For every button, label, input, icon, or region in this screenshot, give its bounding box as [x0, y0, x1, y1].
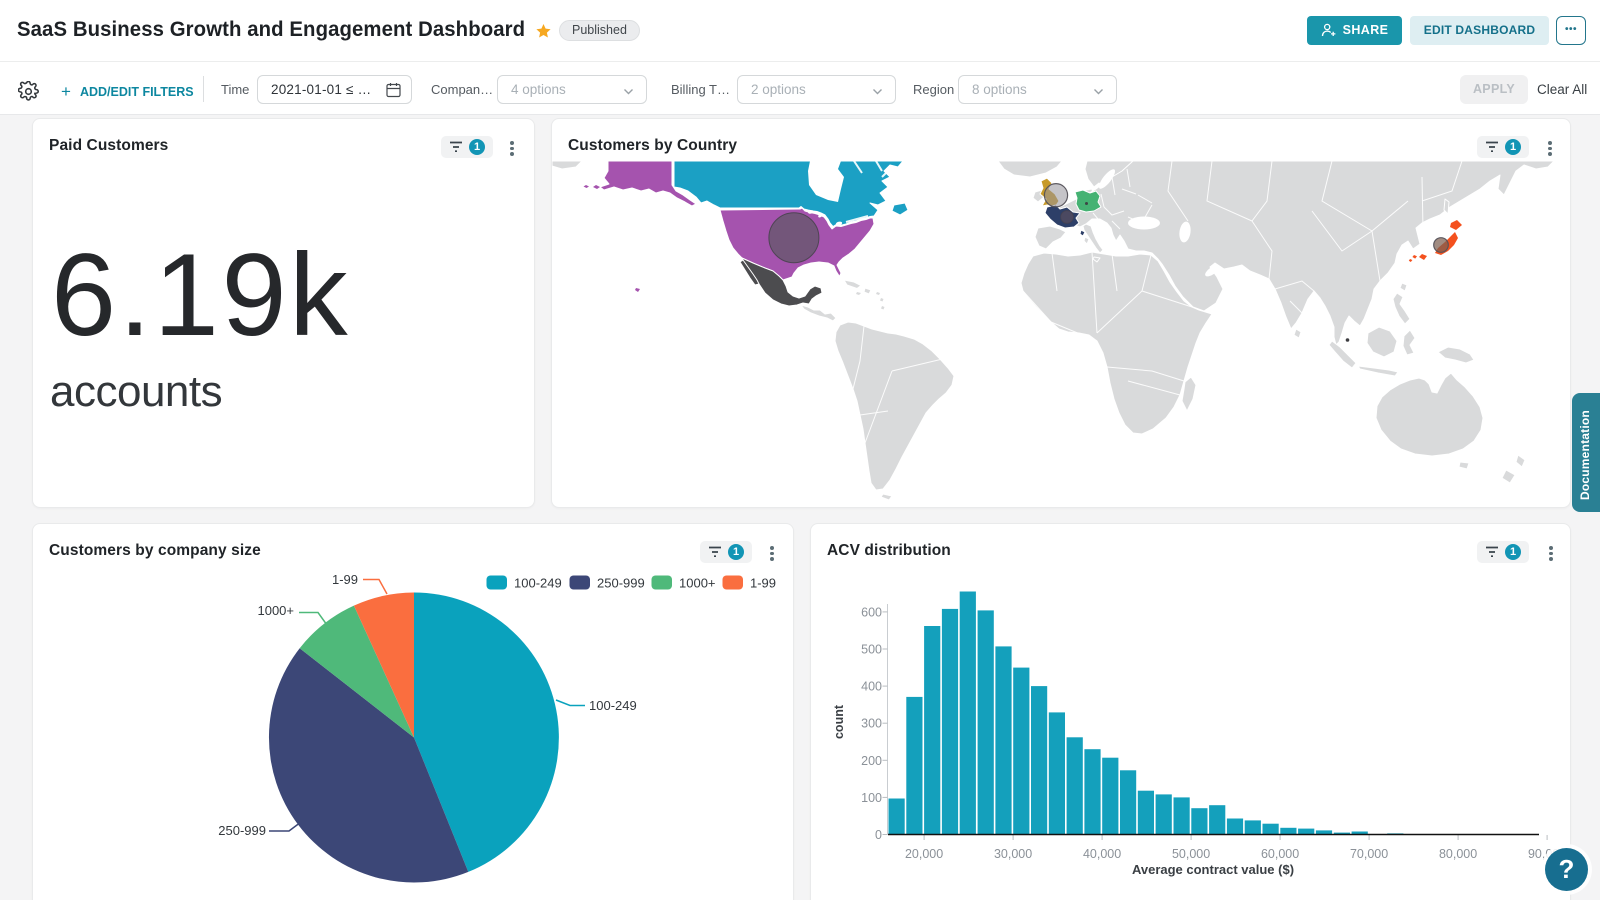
svg-text:200: 200: [861, 754, 882, 768]
svg-text:250-999: 250-999: [218, 823, 266, 838]
svg-text:1000+: 1000+: [679, 576, 716, 591]
svg-text:30,000: 30,000: [994, 847, 1032, 861]
svg-text:600: 600: [861, 605, 882, 619]
svg-text:100-249: 100-249: [589, 698, 637, 713]
svg-text:60,000: 60,000: [1261, 847, 1299, 861]
svg-text:1-99: 1-99: [332, 572, 358, 587]
svg-text:1-99: 1-99: [750, 576, 776, 591]
svg-text:500: 500: [861, 643, 882, 657]
svg-text:Average contract value ($): Average contract value ($): [1132, 862, 1294, 877]
svg-text:100-249: 100-249: [514, 576, 562, 591]
svg-text:0: 0: [875, 828, 882, 842]
svg-text:40,000: 40,000: [1083, 847, 1121, 861]
svg-text:400: 400: [861, 680, 882, 694]
svg-text:100: 100: [861, 791, 882, 805]
svg-text:50,000: 50,000: [1172, 847, 1210, 861]
svg-text:20,000: 20,000: [905, 847, 943, 861]
svg-text:70,000: 70,000: [1350, 847, 1388, 861]
svg-text:1000+: 1000+: [257, 603, 294, 618]
svg-text:count: count: [832, 704, 846, 739]
svg-text:250-999: 250-999: [597, 576, 645, 591]
svg-text:80,000: 80,000: [1439, 847, 1477, 861]
svg-text:300: 300: [861, 717, 882, 731]
